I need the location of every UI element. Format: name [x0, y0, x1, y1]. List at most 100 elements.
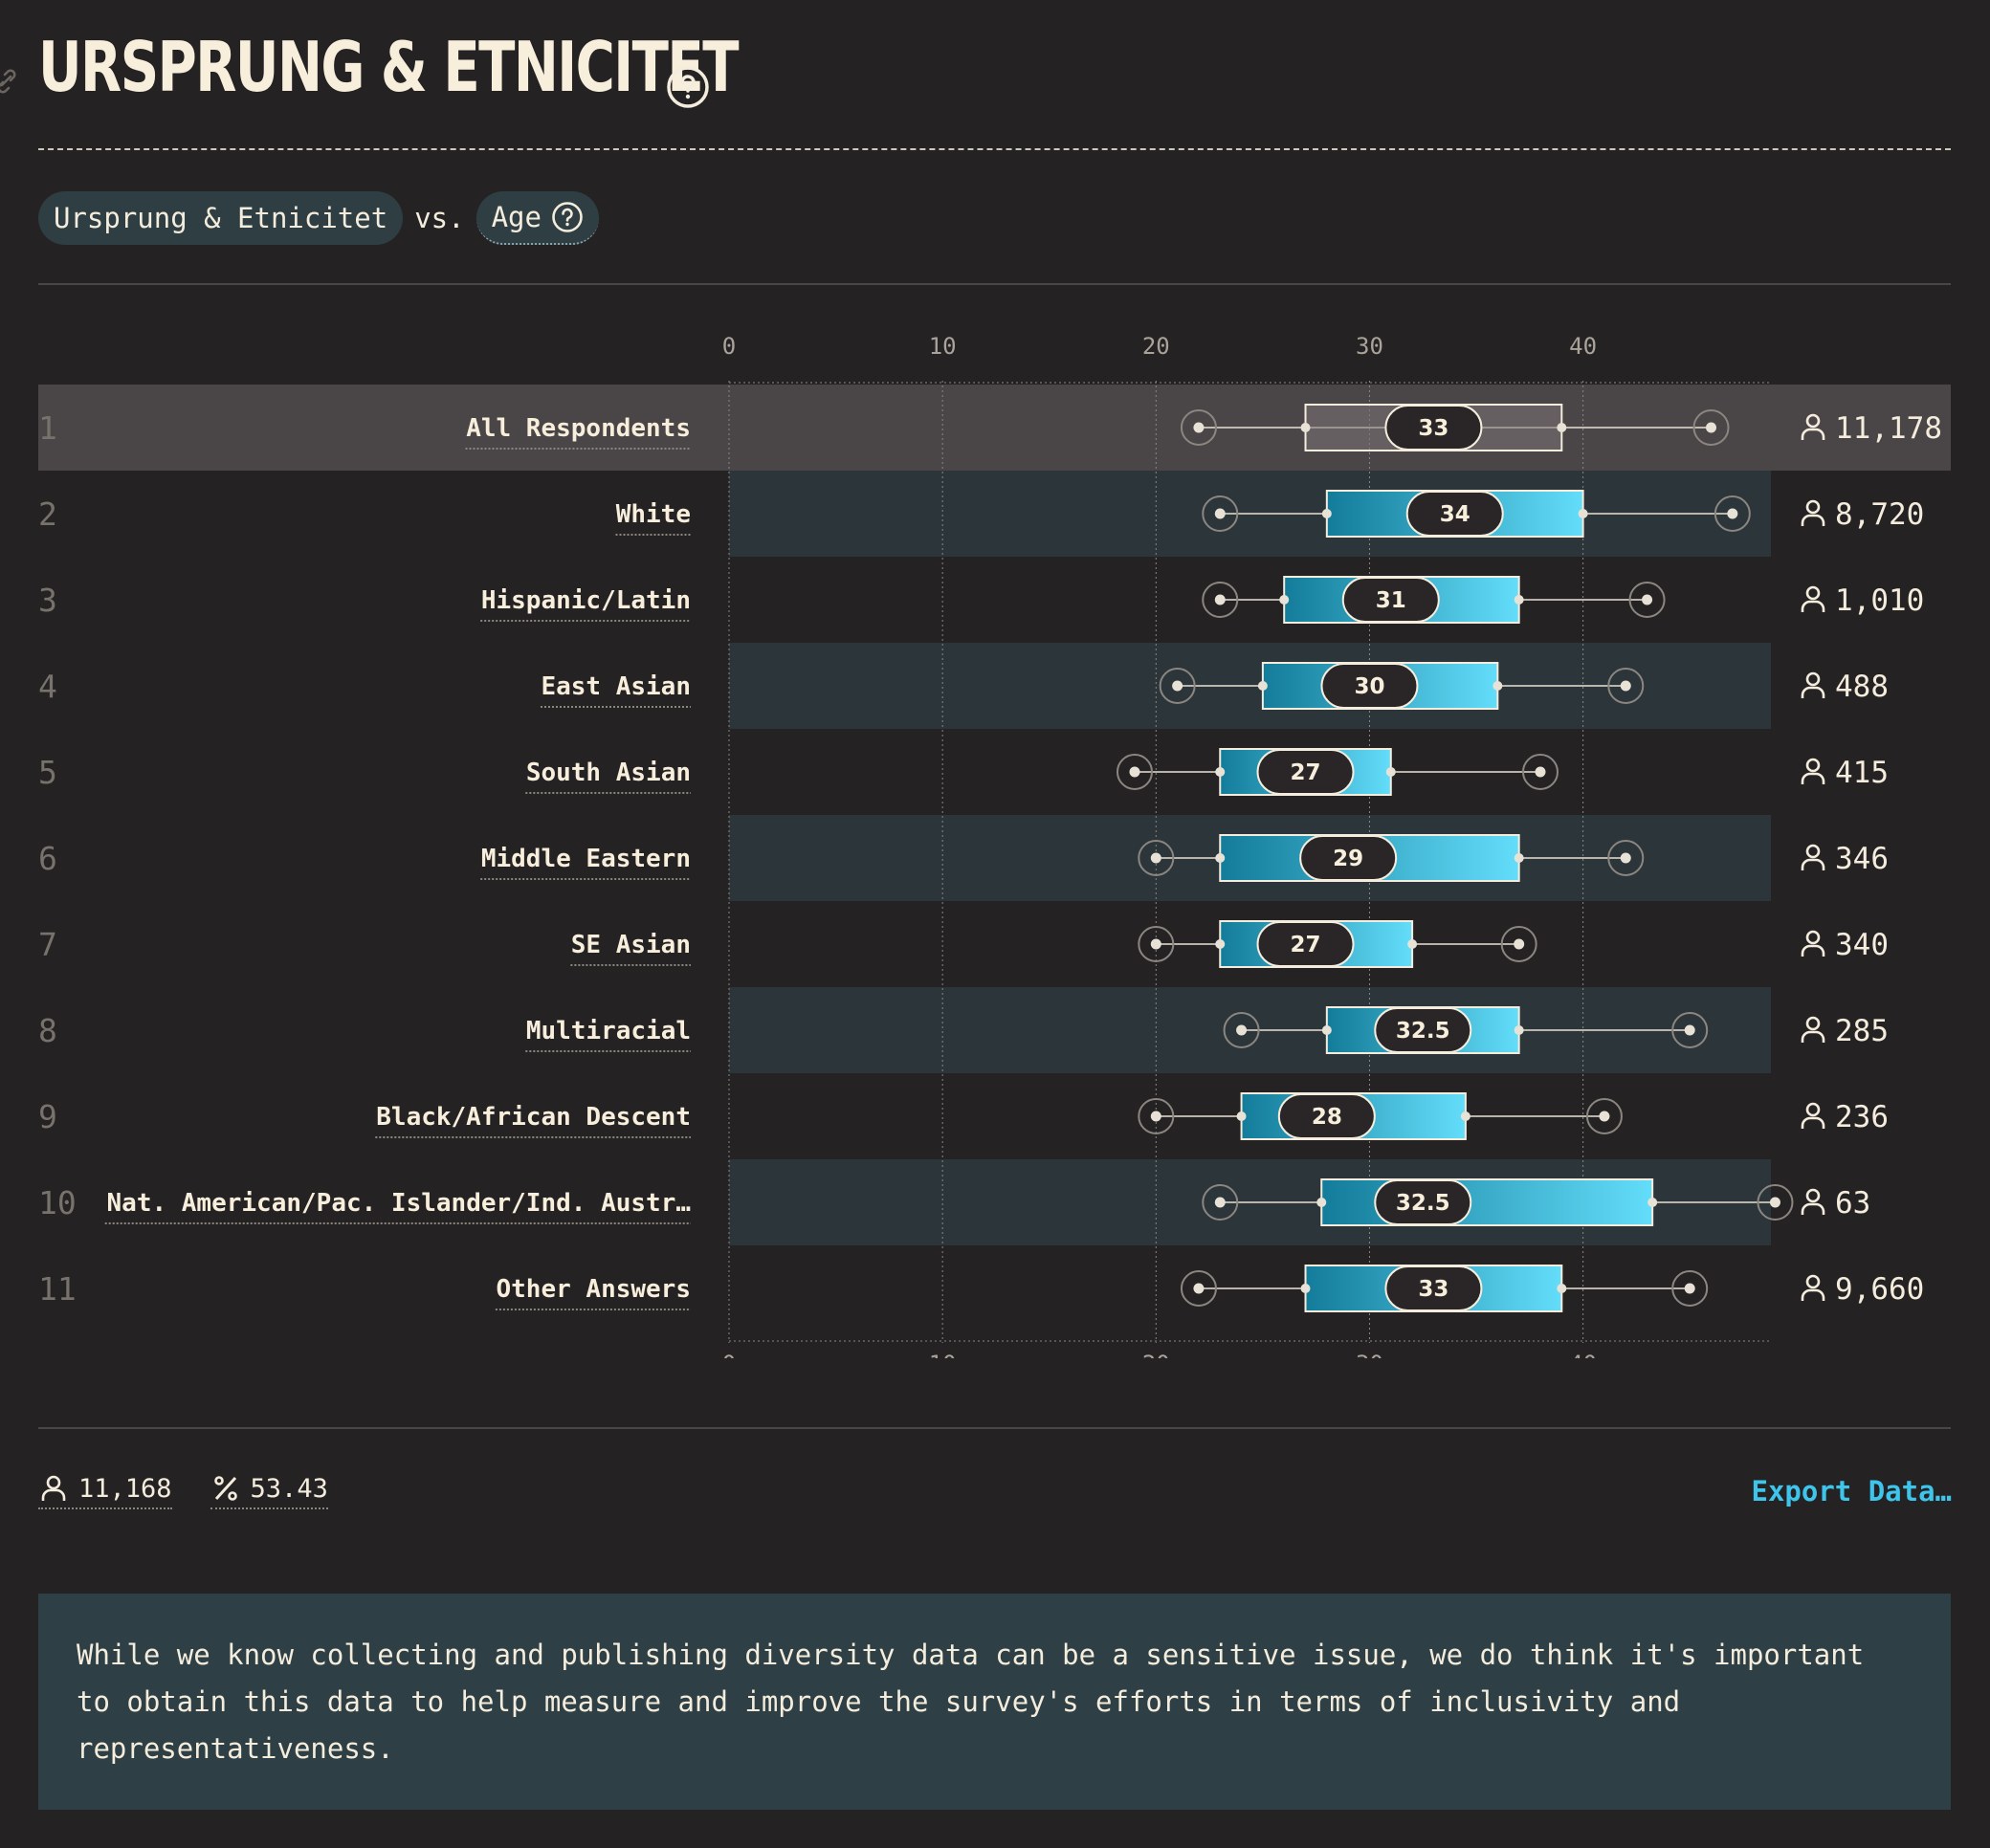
median-pill	[1299, 835, 1398, 881]
whisker-ring	[1500, 926, 1537, 962]
whisker-dot	[1150, 1111, 1161, 1122]
respondents-stat[interactable]: 11,168	[38, 1473, 172, 1509]
whisker-dot	[1535, 766, 1546, 778]
whisker-dot	[1684, 1283, 1695, 1294]
summary-stats: 11,168 53.43	[38, 1473, 328, 1509]
row-label: Multiracial	[526, 1017, 691, 1045]
median-pill	[1320, 663, 1419, 709]
percent-stat[interactable]: 53.43	[210, 1473, 328, 1509]
whisker-ring	[1180, 409, 1217, 446]
whisker-dot	[1706, 422, 1717, 433]
median-value: 34	[1440, 502, 1470, 527]
row-count: 63	[1835, 1186, 1870, 1221]
whisker-ring	[1628, 582, 1666, 618]
median-value: 28	[1312, 1105, 1342, 1130]
quartile-dot	[1300, 1284, 1311, 1293]
row-rank: 5	[38, 754, 57, 791]
whisker-dot	[1684, 1024, 1695, 1036]
whisker-dot	[1150, 938, 1161, 950]
row-label: Black/African Descent	[376, 1103, 691, 1132]
row-label: Middle Eastern	[481, 845, 691, 873]
whisker-ring	[1202, 1184, 1239, 1221]
median-value: 33	[1418, 1277, 1448, 1302]
row-count: 9,660	[1835, 1272, 1924, 1307]
median-pill	[1256, 921, 1355, 967]
x-tick-label-top: 40	[1569, 333, 1597, 360]
help-icon[interactable]	[666, 65, 710, 109]
median-pill	[1277, 1093, 1376, 1139]
quartile-dot	[1215, 853, 1226, 863]
whisker-dot	[1193, 422, 1205, 433]
row-rank: 8	[38, 1012, 57, 1049]
x-tick-label-bottom: 20	[1142, 1351, 1170, 1358]
quartile-dot	[1647, 1198, 1658, 1207]
quartile-dot	[1321, 1025, 1332, 1035]
quartile-dot	[1578, 509, 1588, 518]
primary-variable-pill[interactable]: Ursprung & Etnicitet	[38, 191, 404, 245]
user-icon	[1801, 758, 1825, 784]
percent-value: 53.43	[250, 1473, 328, 1504]
whisker-ring	[1692, 409, 1730, 446]
quartile-dot	[1407, 939, 1418, 949]
user-icon	[1801, 1274, 1825, 1301]
quartile-dot	[1236, 1111, 1247, 1121]
user-icon	[1801, 413, 1825, 440]
help-icon[interactable]	[551, 201, 584, 233]
secondary-variable-label: Age	[491, 201, 542, 233]
user-icon	[1801, 499, 1825, 526]
median-value: 29	[1333, 847, 1363, 871]
secondary-variable-pill[interactable]: Age	[475, 191, 599, 245]
whisker-dot	[1214, 1197, 1226, 1208]
row-count: 346	[1835, 842, 1889, 876]
x-tick-label-top: 20	[1142, 333, 1170, 360]
chart-row: 11 Other Answers 33 9,660	[38, 1265, 1924, 1312]
row-rank: 7	[38, 926, 57, 963]
user-icon	[41, 1475, 66, 1501]
row-count: 340	[1835, 928, 1889, 962]
user-icon	[1801, 1188, 1825, 1215]
row-rank: 3	[38, 582, 57, 619]
whisker-ring	[1180, 1270, 1217, 1307]
median-pill	[1384, 1265, 1483, 1311]
row-rank: 1	[38, 409, 57, 447]
row-count: 11,178	[1835, 411, 1942, 446]
boxplot-chart: 0 0 10 10 20 20 30 30 40 40 1 All Respondents 33 11,1…	[38, 333, 1951, 1358]
whisker-dot	[1620, 680, 1631, 692]
row-label: Hispanic/Latin	[481, 586, 691, 615]
chart-row: 6 Middle Eastern 29 346	[38, 834, 1889, 882]
row-rank: 10	[38, 1184, 77, 1221]
median-pill	[1374, 1179, 1472, 1225]
whisker-ring	[1757, 1184, 1794, 1221]
chart-row: 5 South Asian 27 415	[38, 748, 1889, 796]
info-note: While we know collecting and publishing …	[38, 1594, 1951, 1810]
whisker-dot	[1150, 852, 1161, 864]
x-tick-label-top: 0	[722, 333, 736, 360]
whisker-ring	[1714, 495, 1751, 532]
user-icon	[1801, 1102, 1825, 1129]
page-title: URSPRUNG & ETNICITET	[38, 27, 740, 107]
quartile-dot	[1385, 767, 1396, 777]
link-icon[interactable]	[0, 69, 19, 94]
row-count: 488	[1835, 670, 1889, 704]
whisker-ring	[1138, 1098, 1175, 1134]
whisker-dot	[1214, 508, 1226, 519]
row-count: 415	[1835, 756, 1889, 790]
quartile-dot	[1460, 1111, 1470, 1121]
whisker-dot	[1769, 1197, 1780, 1208]
whisker-dot	[1642, 594, 1653, 605]
median-pill	[1384, 405, 1483, 451]
percent-icon	[213, 1476, 237, 1501]
whisker-dot	[1193, 1283, 1205, 1294]
whisker-dot	[1214, 594, 1226, 605]
chart-row: 4 East Asian 30 488	[38, 662, 1889, 710]
whisker-ring	[1607, 668, 1645, 704]
chart-row: 3 Hispanic/Latin 31 1,010	[38, 576, 1924, 624]
export-data-link[interactable]: Export Data…	[1751, 1475, 1952, 1507]
chart-row: 7 SE Asian 27 340	[38, 920, 1889, 968]
primary-variable-label: Ursprung & Etnicitet	[54, 202, 388, 234]
whisker-dot	[1172, 680, 1183, 692]
whisker-ring	[1671, 1012, 1709, 1048]
row-count: 285	[1835, 1014, 1889, 1048]
whisker-ring	[1521, 754, 1559, 790]
whisker-dot	[1514, 938, 1525, 950]
